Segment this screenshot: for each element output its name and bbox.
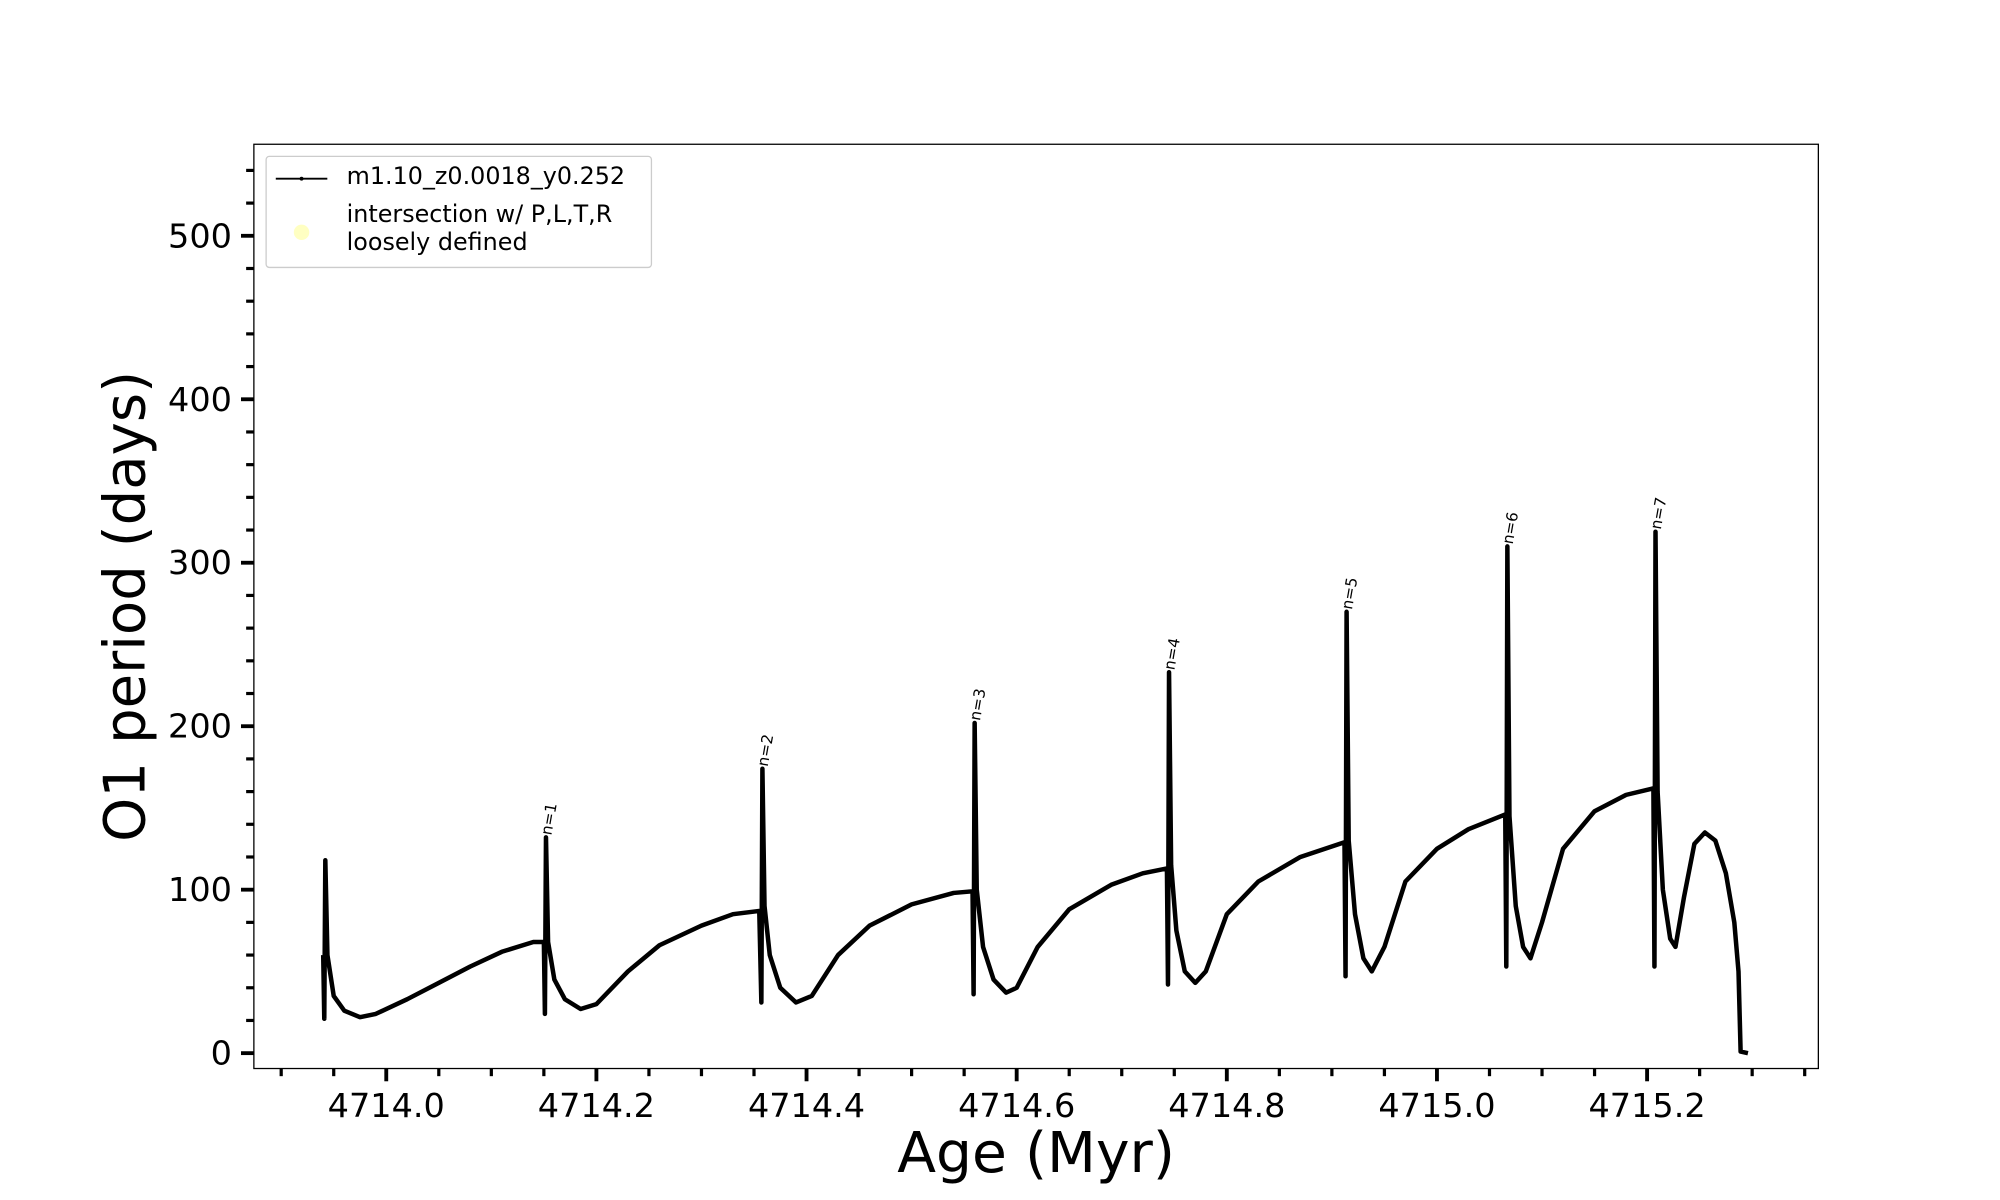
x-tick-label: 4714.0 (328, 1086, 445, 1125)
legend: m1.10_z0.0018_y0.252 intersection w/ P,L… (265, 155, 653, 269)
annotation: n=3 (966, 687, 989, 722)
y-axis-label: O1 period (days) (93, 371, 158, 842)
x-tick-label: 4715.2 (1589, 1086, 1706, 1125)
x-axis-label: Age (Myr) (897, 1121, 1175, 1186)
legend-label: intersection w/ P,L,T,R loosely defined (346, 201, 613, 257)
series-line (320, 529, 1749, 1056)
annotation: n=6 (1499, 511, 1522, 546)
annotation: n=5 (1338, 576, 1361, 611)
annotation: n=4 (1160, 636, 1183, 671)
x-tick-label: 4714.2 (538, 1086, 655, 1125)
x-tick-label: 4714.6 (958, 1086, 1075, 1125)
y-tick-label: 0 (211, 1034, 232, 1073)
y-tick-label: 100 (168, 870, 232, 909)
y-tick-label: 500 (168, 216, 232, 255)
x-tick-label: 4715.0 (1378, 1086, 1495, 1125)
y-tick-label: 400 (168, 380, 232, 419)
legend-keys (275, 176, 328, 241)
y-tick-label: 300 (168, 543, 232, 582)
y-tick-label: 200 (168, 707, 232, 746)
annotation: n=7 (1647, 496, 1670, 531)
plot-frame (253, 143, 1820, 1070)
legend-label: m1.10_z0.0018_y0.252 (346, 163, 626, 191)
annotation: n=1 (537, 802, 560, 837)
legend-marker-key (293, 224, 310, 241)
legend-marker-key (299, 176, 304, 181)
x-tick-label: 4714.4 (748, 1086, 865, 1125)
x-tick-label: 4714.8 (1168, 1086, 1285, 1125)
annotation: n=2 (754, 733, 777, 768)
